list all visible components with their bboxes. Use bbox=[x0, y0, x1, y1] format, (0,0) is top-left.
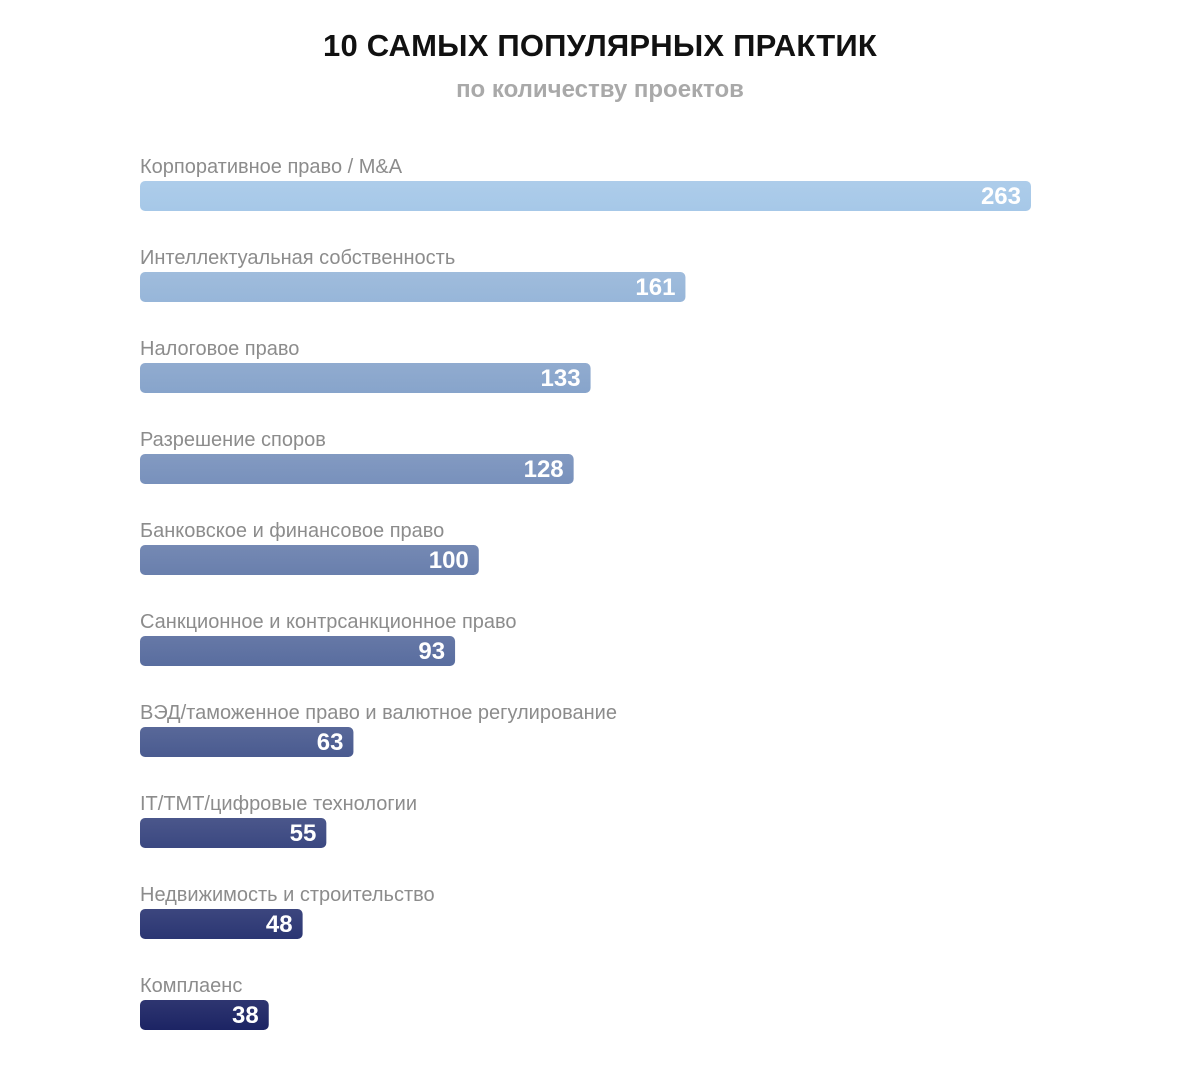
category-label: Налоговое право bbox=[140, 338, 299, 360]
chart-title: 10 САМЫХ ПОПУЛЯРНЫХ ПРАКТИК bbox=[323, 28, 877, 63]
bar bbox=[140, 181, 1031, 211]
bar bbox=[140, 818, 327, 848]
value-label: 263 bbox=[981, 183, 1021, 210]
bar bbox=[140, 454, 574, 484]
value-label: 55 bbox=[290, 820, 317, 847]
bar bbox=[140, 1000, 269, 1030]
value-label: 100 bbox=[429, 547, 469, 574]
value-label: 48 bbox=[266, 911, 293, 938]
value-label: 128 bbox=[524, 456, 564, 483]
category-label: ВЭД/таможенное право и валютное регулиро… bbox=[140, 702, 617, 724]
category-label: Комплаенс bbox=[140, 975, 242, 997]
value-label: 63 bbox=[317, 729, 344, 756]
category-label: Недвижимость и строительство bbox=[140, 884, 435, 906]
value-label: 38 bbox=[232, 1002, 259, 1029]
category-label: Санкционное и контрсанкционное право bbox=[140, 611, 517, 633]
category-label: Разрешение споров bbox=[140, 429, 326, 451]
category-label: Корпоративное право / M&A bbox=[140, 156, 403, 178]
bar bbox=[140, 727, 354, 757]
value-label: 93 bbox=[418, 638, 445, 665]
bar bbox=[140, 636, 456, 666]
category-label: IT/TMT/цифровые технологии bbox=[140, 793, 417, 815]
chart-subtitle: по количеству проектов bbox=[456, 76, 744, 103]
bar bbox=[140, 909, 303, 939]
bar bbox=[140, 545, 479, 575]
bar bbox=[140, 272, 686, 302]
category-label: Банковское и финансовое право bbox=[140, 520, 444, 542]
value-label: 161 bbox=[635, 274, 675, 301]
value-label: 133 bbox=[541, 365, 581, 392]
category-label: Интеллектуальная собственность bbox=[140, 247, 455, 269]
bar bbox=[140, 363, 591, 393]
